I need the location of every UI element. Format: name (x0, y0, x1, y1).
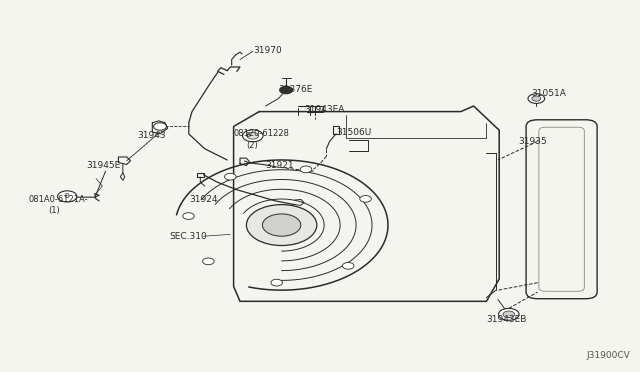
Text: 31943: 31943 (138, 131, 166, 140)
Text: 31970: 31970 (253, 46, 282, 55)
Text: 31506U: 31506U (336, 128, 371, 137)
FancyBboxPatch shape (539, 127, 584, 291)
Text: 31935: 31935 (518, 137, 547, 146)
Text: 31945E: 31945E (86, 161, 121, 170)
Text: 31943EA: 31943EA (304, 105, 344, 114)
Circle shape (246, 205, 317, 246)
Text: J31900CV: J31900CV (587, 351, 630, 360)
Text: (2): (2) (246, 141, 258, 150)
Text: 08120-61228: 08120-61228 (234, 129, 289, 138)
Text: B: B (245, 132, 250, 138)
Circle shape (247, 132, 259, 139)
Circle shape (262, 214, 301, 236)
Circle shape (528, 94, 545, 103)
Text: 31376E: 31376E (278, 85, 313, 94)
Text: 31921: 31921 (266, 161, 294, 170)
Circle shape (154, 123, 166, 130)
Text: 31924: 31924 (189, 195, 218, 203)
Text: (1): (1) (48, 206, 60, 215)
Circle shape (300, 166, 312, 173)
Circle shape (58, 191, 77, 202)
Text: B: B (65, 193, 70, 199)
Circle shape (360, 196, 371, 202)
Text: 081A0-6121A-: 081A0-6121A- (29, 195, 88, 203)
Circle shape (280, 86, 292, 94)
Circle shape (203, 258, 214, 265)
Circle shape (243, 130, 263, 142)
Text: 31943EB: 31943EB (486, 315, 527, 324)
FancyBboxPatch shape (526, 120, 597, 299)
Circle shape (183, 213, 195, 219)
Circle shape (342, 263, 354, 269)
Circle shape (271, 279, 282, 286)
Circle shape (499, 308, 519, 320)
Circle shape (532, 96, 541, 101)
Text: 31051A: 31051A (531, 89, 566, 97)
Circle shape (225, 173, 236, 180)
Text: SEC.310: SEC.310 (170, 232, 207, 241)
Circle shape (503, 311, 515, 318)
